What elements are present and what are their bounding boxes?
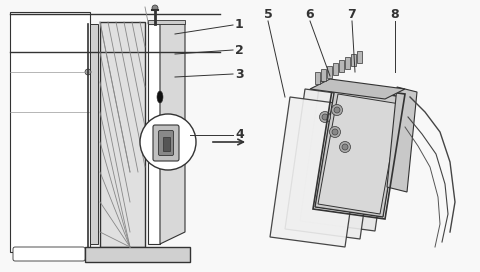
- Circle shape: [339, 141, 350, 153]
- Text: 4: 4: [235, 128, 244, 141]
- Bar: [85, 247, 190, 262]
- Bar: [327, 66, 332, 78]
- Polygon shape: [387, 87, 417, 192]
- Circle shape: [85, 69, 91, 75]
- Polygon shape: [160, 24, 185, 244]
- FancyBboxPatch shape: [13, 247, 85, 261]
- Polygon shape: [315, 87, 403, 217]
- Circle shape: [322, 114, 328, 120]
- Polygon shape: [270, 97, 365, 247]
- Circle shape: [334, 107, 340, 113]
- Polygon shape: [310, 79, 405, 99]
- Text: 6: 6: [306, 8, 314, 20]
- Circle shape: [152, 5, 158, 11]
- Polygon shape: [318, 94, 400, 214]
- FancyBboxPatch shape: [158, 131, 173, 156]
- Text: 7: 7: [348, 8, 356, 20]
- Bar: [351, 54, 356, 66]
- Bar: [333, 63, 338, 75]
- Bar: [100, 22, 145, 247]
- Bar: [148, 24, 160, 244]
- Bar: [357, 51, 362, 63]
- Ellipse shape: [157, 91, 163, 103]
- Polygon shape: [148, 22, 185, 24]
- Circle shape: [332, 129, 338, 135]
- Circle shape: [329, 126, 340, 138]
- Bar: [339, 60, 344, 72]
- Polygon shape: [148, 20, 185, 24]
- Circle shape: [332, 104, 343, 116]
- Text: 3: 3: [235, 67, 244, 81]
- Text: 1: 1: [235, 18, 244, 32]
- Bar: [321, 69, 326, 81]
- Text: 8: 8: [391, 8, 399, 20]
- FancyBboxPatch shape: [153, 125, 179, 161]
- Text: 5: 5: [264, 8, 272, 20]
- Bar: [315, 72, 320, 84]
- Polygon shape: [300, 81, 395, 231]
- Text: 2: 2: [235, 44, 244, 57]
- Circle shape: [342, 144, 348, 150]
- Bar: [10, 12, 90, 252]
- Bar: [345, 57, 350, 69]
- Circle shape: [320, 112, 331, 122]
- Polygon shape: [285, 89, 380, 239]
- Circle shape: [140, 114, 196, 170]
- Bar: [163, 137, 170, 151]
- Bar: [90, 24, 98, 244]
